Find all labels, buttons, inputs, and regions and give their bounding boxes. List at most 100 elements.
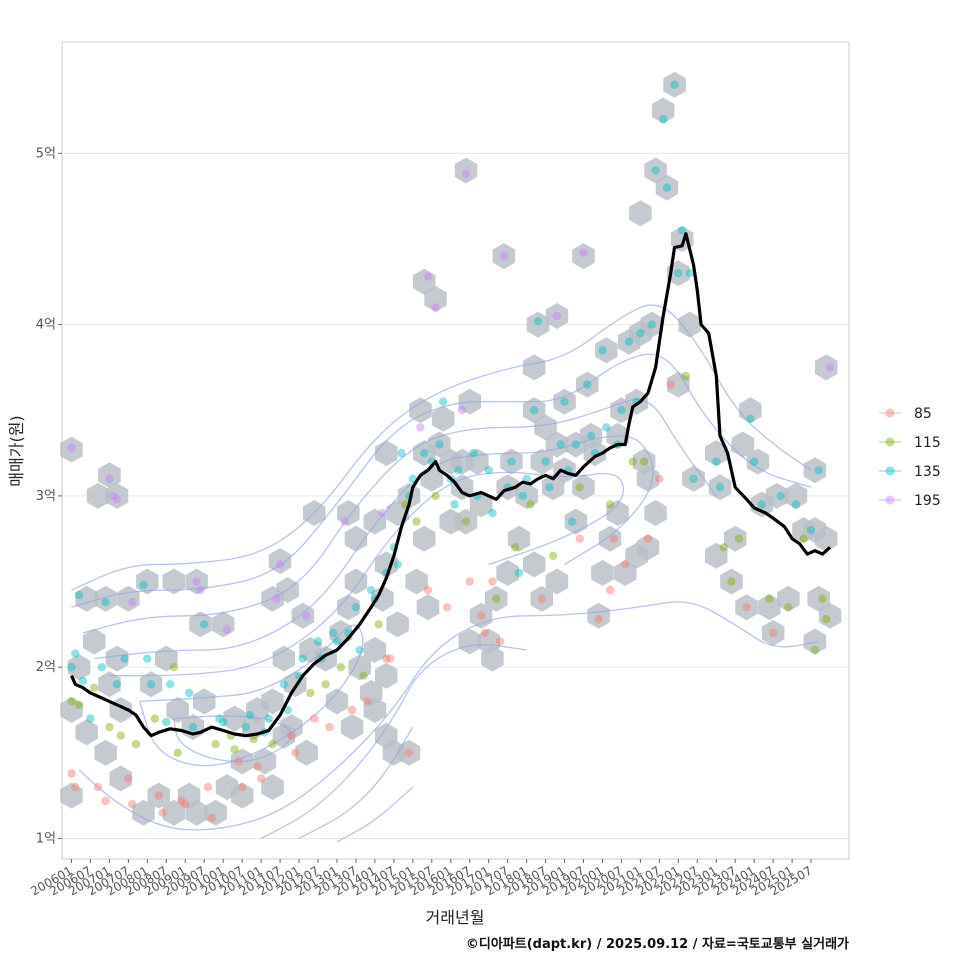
scatter-point: [67, 697, 76, 706]
hexbin-cell: [803, 457, 827, 484]
caption: ©디아파트(dapt.kr) / 2025.09.12 / 자료=국토교통부 실…: [466, 936, 849, 952]
scatter-point: [495, 637, 505, 646]
scatter-point: [560, 397, 569, 406]
scatter-point: [659, 114, 668, 124]
scatter-point: [476, 611, 486, 620]
density-contour: [94, 435, 654, 660]
scatter-point: [461, 169, 471, 179]
scatter-point: [784, 603, 793, 612]
hexbin-cell: [363, 508, 387, 535]
hexbin-cell: [86, 482, 110, 509]
scatter-point: [712, 457, 721, 466]
scatter-point: [522, 474, 531, 483]
hexbin-cell: [371, 585, 394, 612]
hexbin-cell: [705, 542, 728, 569]
scatter-point: [222, 625, 232, 634]
scatter-point: [112, 680, 122, 689]
scatter-point: [363, 697, 372, 706]
hexbin-cell: [416, 594, 440, 621]
scatter-point: [651, 166, 660, 175]
hexbin-cell: [545, 303, 569, 329]
scatter-point: [207, 813, 216, 823]
scatter-point: [355, 645, 364, 655]
legend: 85 115 135 195: [879, 406, 941, 509]
scatter-point: [154, 791, 163, 800]
scatter-point: [272, 594, 281, 603]
hexbin-cell: [413, 525, 436, 552]
hexbin-cell: [424, 285, 447, 312]
scatter-point: [814, 466, 823, 475]
x-axis-title: 거래년월: [426, 908, 485, 927]
scatter-point: [200, 620, 209, 629]
scatter-point: [810, 645, 820, 655]
hexbin-cell: [98, 671, 121, 698]
scatter-point: [245, 710, 254, 720]
scatter-point: [101, 796, 110, 805]
y-tick-label: 3억: [36, 489, 56, 504]
scatter-point: [313, 637, 323, 646]
scatter-point: [662, 183, 672, 192]
hexbin-cell: [386, 611, 409, 638]
scatter-point: [621, 560, 630, 569]
scatter-point: [791, 500, 801, 509]
y-tick-label: 2억: [36, 660, 56, 675]
hexbin-cell: [663, 71, 686, 98]
scatter-point: [571, 440, 581, 449]
hexbin-cell: [397, 739, 421, 766]
legend-label: 85: [914, 406, 932, 422]
scatter-point: [325, 722, 334, 732]
density-contour: [71, 353, 812, 608]
hexbin-cell: [272, 645, 296, 672]
hexbin-cell: [572, 243, 595, 270]
scatter-point: [253, 762, 262, 771]
hexbin-cell: [162, 799, 186, 826]
hexbin-cell: [189, 611, 212, 638]
scatter-point: [173, 748, 182, 757]
scatter-point: [279, 680, 289, 689]
hexbin-cell: [515, 482, 538, 509]
density-contour: [336, 786, 414, 843]
hexbin-cell: [340, 714, 364, 741]
hexbin-cell: [136, 568, 159, 595]
hexbin-cell: [481, 645, 504, 672]
density-contour: [173, 715, 292, 763]
hexbin-cell: [162, 568, 186, 595]
scatter-point: [598, 346, 607, 355]
scatter-point: [302, 611, 311, 620]
hexbin-cell: [469, 602, 493, 629]
hexbin-cell: [261, 688, 284, 715]
scatter-point: [765, 594, 774, 603]
scatter-point: [469, 448, 478, 458]
scatter-point: [139, 580, 148, 590]
scatter-point: [689, 474, 698, 483]
scatter-point: [211, 740, 220, 749]
scatter-point: [647, 320, 656, 329]
scatter-point: [74, 591, 84, 600]
hexbin-cell: [147, 782, 170, 809]
hexbin-cell: [735, 594, 758, 621]
hexbin-cell: [132, 799, 155, 826]
scatter-point: [109, 491, 118, 501]
scatter-point: [624, 337, 634, 346]
scatter-point: [507, 457, 516, 466]
hexbin-layer: [60, 71, 842, 826]
hexbin-cell: [211, 611, 235, 638]
hexbin-cell: [413, 268, 436, 295]
scatter-point: [351, 603, 361, 612]
scatter-point: [549, 551, 558, 560]
scatter-point: [188, 722, 198, 732]
scatter-point: [465, 577, 474, 586]
scatter-point: [165, 680, 175, 689]
scatter-point: [169, 663, 179, 672]
hexbin-cell: [818, 602, 842, 629]
hexbin-cell: [705, 440, 728, 467]
scatter-point: [636, 329, 645, 338]
hexbin-cell: [105, 482, 129, 509]
hexbin-cell: [492, 243, 516, 270]
hexbin-cell: [325, 688, 349, 715]
scatter-point: [412, 517, 421, 526]
scatter-point: [715, 483, 725, 492]
density-contour: [78, 601, 819, 831]
scatter-point: [605, 585, 615, 595]
scatter-point: [203, 782, 213, 792]
